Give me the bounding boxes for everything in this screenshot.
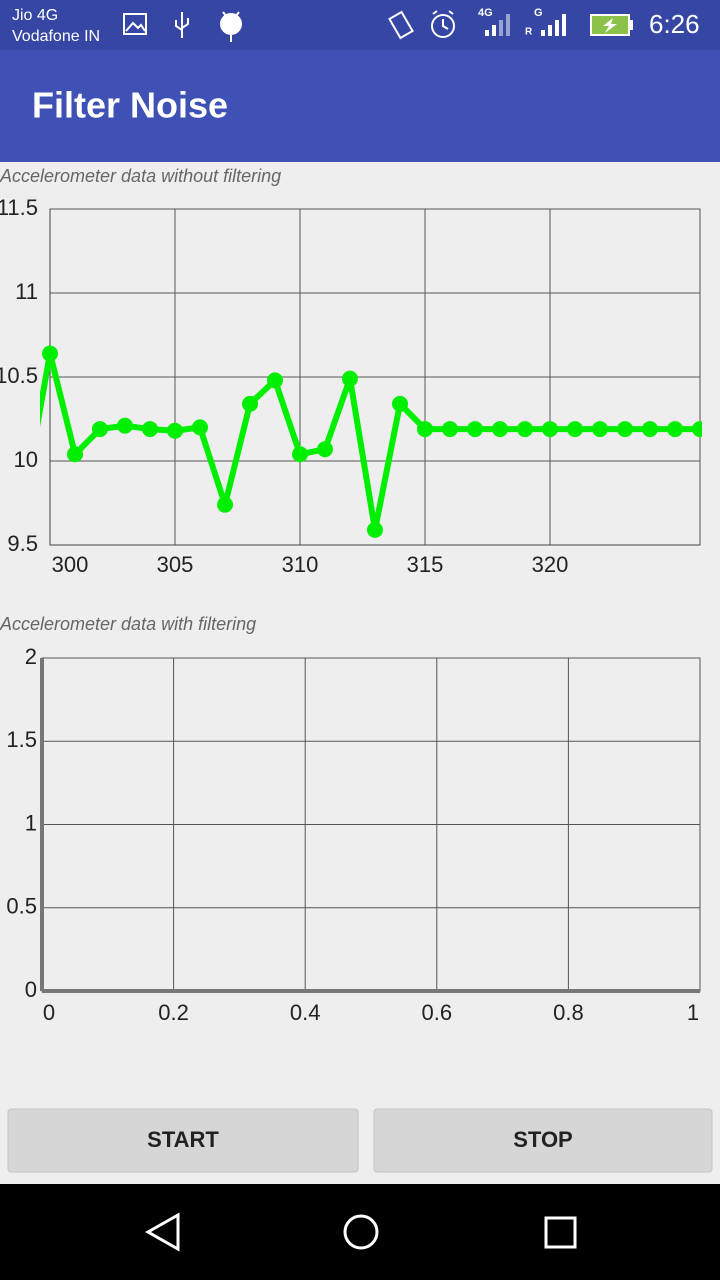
y-tick-label: 0.5 bbox=[6, 894, 37, 919]
data-point bbox=[667, 421, 683, 438]
data-point bbox=[117, 417, 133, 434]
x-tick-label: 0.8 bbox=[553, 1000, 584, 1025]
data-point bbox=[517, 421, 533, 438]
y-tick-label: 0 bbox=[25, 977, 37, 1002]
data-point bbox=[217, 496, 233, 513]
data-point bbox=[367, 521, 383, 538]
x-tick-label: 300 bbox=[52, 552, 89, 577]
x-tick-label: 0.4 bbox=[290, 1000, 321, 1025]
data-point bbox=[167, 422, 183, 439]
x-tick-label: 320 bbox=[532, 552, 569, 577]
data-point bbox=[392, 395, 408, 412]
data-point bbox=[42, 345, 58, 362]
status-icons bbox=[123, 10, 455, 42]
x-tick-label: 1 bbox=[687, 1000, 699, 1025]
data-point bbox=[542, 421, 558, 438]
data-point bbox=[492, 421, 508, 438]
button-label[interactable]: STOP bbox=[513, 1127, 573, 1152]
carrier: Jio 4G bbox=[12, 7, 58, 24]
y-tick-label: 10 bbox=[14, 447, 38, 472]
y-tick-label: 1 bbox=[25, 810, 37, 835]
data-point bbox=[242, 395, 258, 412]
data-point bbox=[317, 441, 333, 458]
data-point bbox=[342, 370, 358, 387]
data-point bbox=[292, 446, 308, 463]
data-point bbox=[142, 421, 158, 438]
roaming-label: R bbox=[525, 27, 533, 38]
y-tick-label: 11.5 bbox=[0, 195, 38, 220]
data-point bbox=[417, 421, 433, 438]
data-point bbox=[592, 421, 608, 438]
series bbox=[40, 345, 702, 538]
chart-title: Accelerometer data without filtering bbox=[0, 166, 281, 186]
x-tick-label: 305 bbox=[157, 552, 194, 577]
y-tick-label: 9.5 bbox=[7, 531, 38, 556]
y-tick-label: 2 bbox=[25, 644, 37, 669]
data-point bbox=[67, 446, 83, 463]
recents-button[interactable] bbox=[544, 1216, 577, 1249]
nav-bar bbox=[0, 1184, 720, 1280]
carrier: Vodafone IN bbox=[12, 28, 100, 45]
network-label: 4G bbox=[478, 7, 493, 19]
signal bbox=[485, 14, 566, 36]
x-tick-label: 315 bbox=[407, 552, 444, 577]
data-point bbox=[642, 421, 658, 438]
y-tick-label: 1.5 bbox=[6, 727, 37, 752]
data-line bbox=[40, 350, 700, 533]
y-tick-label: 11 bbox=[15, 279, 38, 304]
data-point bbox=[267, 372, 283, 389]
data-point bbox=[192, 419, 208, 436]
start-button[interactable] bbox=[7, 1108, 359, 1173]
home-button[interactable] bbox=[343, 1214, 379, 1250]
stop-button[interactable] bbox=[373, 1108, 713, 1173]
chart-title: Accelerometer data with filtering bbox=[0, 614, 256, 634]
back-button[interactable] bbox=[144, 1212, 180, 1252]
button-label[interactable]: START bbox=[147, 1127, 219, 1152]
x-tick-label: 0 bbox=[43, 1000, 55, 1025]
data-point bbox=[92, 421, 108, 438]
y-tick-label: 10.5 bbox=[0, 363, 38, 388]
data-point bbox=[467, 421, 483, 438]
clock: 6:26 bbox=[649, 9, 700, 39]
data-point bbox=[442, 421, 458, 438]
x-tick-label: 0.2 bbox=[158, 1000, 189, 1025]
x-tick-label: 310 bbox=[282, 552, 319, 577]
data-point bbox=[692, 421, 702, 438]
battery bbox=[590, 14, 633, 36]
app-title: Filter Noise bbox=[32, 85, 228, 126]
data-point bbox=[567, 421, 583, 438]
x-tick-label: 0.6 bbox=[422, 1000, 453, 1025]
data-point bbox=[617, 421, 633, 438]
app-bar bbox=[0, 50, 720, 162]
network-label: G bbox=[534, 7, 543, 19]
